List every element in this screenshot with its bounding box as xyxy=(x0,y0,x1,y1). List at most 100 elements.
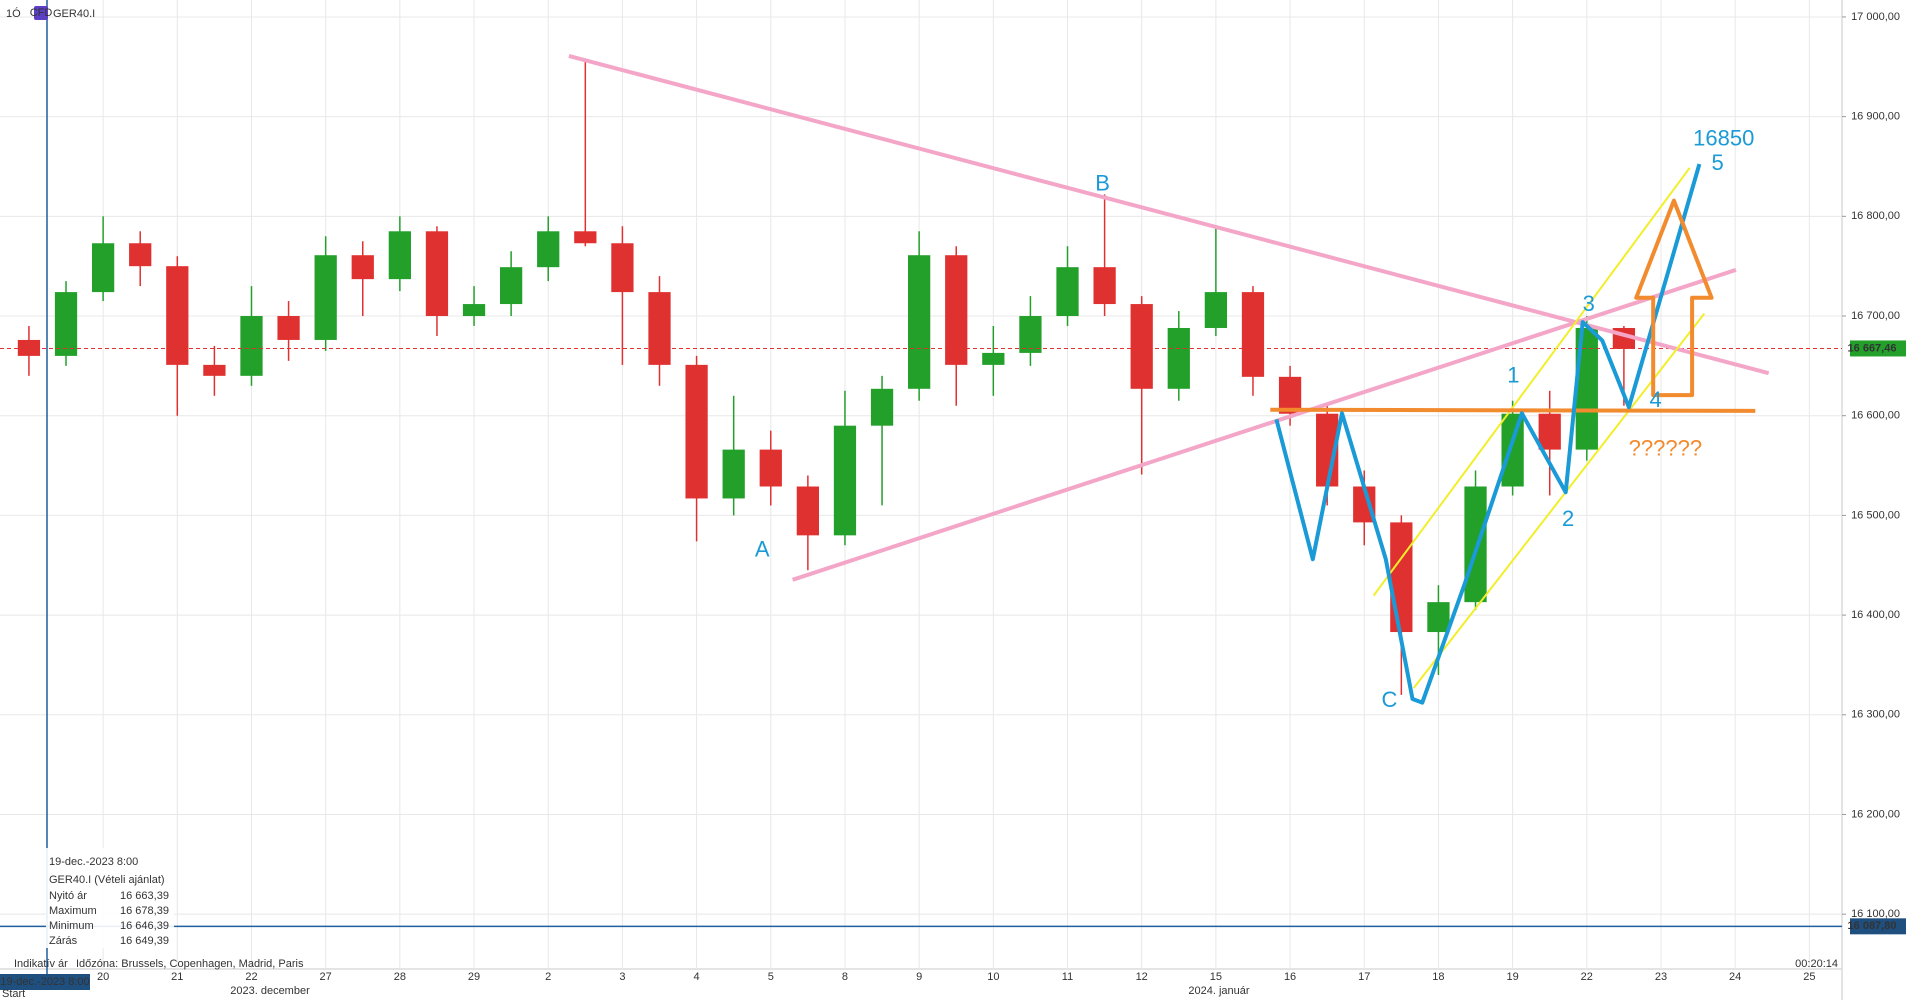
x-tick-label: 3 xyxy=(619,971,625,983)
month-label: 2024. január xyxy=(1188,985,1249,997)
y-tick-label: 16 600,00 xyxy=(1851,410,1900,422)
symbol: GER40.I xyxy=(53,8,95,20)
tooltip-row-label: Zárás xyxy=(49,935,78,947)
wave-label: 2 xyxy=(1562,506,1574,531)
candle-body xyxy=(54,292,78,356)
wave-label: 4 xyxy=(1650,387,1662,412)
candle-body xyxy=(1427,602,1450,633)
y-tick-label: 16 500,00 xyxy=(1851,509,1900,521)
candle-body xyxy=(648,292,671,365)
candle-body xyxy=(796,486,819,536)
x-tick-label: 17 xyxy=(1358,971,1370,983)
candle-body xyxy=(1241,292,1265,377)
tooltip-row-label: Maximum xyxy=(49,905,97,917)
candle-body xyxy=(462,304,486,317)
start-label: Start xyxy=(2,988,25,1000)
y-tick-label: 16 800,00 xyxy=(1851,210,1900,222)
trend-line xyxy=(791,267,1737,582)
x-tick-label: 25 xyxy=(1803,971,1815,983)
current-price-tag xyxy=(1850,340,1906,357)
x-tick-label: 15 xyxy=(1210,971,1222,983)
candle-body xyxy=(203,364,226,376)
candle-body xyxy=(277,316,300,340)
wave-label: 16850 xyxy=(1693,126,1754,151)
x-tick-label: 22 xyxy=(1581,971,1593,983)
cfd-badge xyxy=(34,6,48,20)
x-tick-label: 2 xyxy=(545,971,551,983)
wave-label: 1 xyxy=(1507,363,1519,388)
wave-label: 3 xyxy=(1583,291,1595,316)
candle-body xyxy=(17,339,41,356)
x-tick-label: 29 xyxy=(468,971,480,983)
candle-body xyxy=(91,243,115,293)
tooltip-row-label: Minimum xyxy=(49,920,94,932)
candle-body xyxy=(611,243,634,293)
x-tick-label: 12 xyxy=(1136,971,1148,983)
x-tick-label: 23 xyxy=(1655,971,1667,983)
candle-body xyxy=(1093,267,1116,305)
candle-body xyxy=(537,231,560,268)
target-arrow xyxy=(1634,198,1714,398)
month-label: 2023. december xyxy=(230,985,310,997)
cfd-badge-label: CFD xyxy=(30,7,53,19)
candle-body xyxy=(1464,486,1487,603)
candle-body xyxy=(1167,327,1190,389)
x-tick-label: 11 xyxy=(1062,971,1073,983)
x-tick-label: 18 xyxy=(1432,971,1444,983)
wave-label: A xyxy=(755,536,770,561)
y-tick-label: 16 400,00 xyxy=(1851,609,1900,621)
x-tick-label: 20 xyxy=(97,971,109,983)
candle-body xyxy=(759,449,782,487)
candle-body xyxy=(982,352,1005,365)
candle-body xyxy=(945,255,968,365)
timeframe: 1Ó xyxy=(6,7,21,20)
current-price-label: 16 667,46 xyxy=(1848,342,1897,354)
y-tick-label: 16 100,00 xyxy=(1851,908,1900,920)
y-tick-label: 16 700,00 xyxy=(1851,310,1900,322)
candle-body xyxy=(388,231,411,280)
cursor-time-tag xyxy=(0,974,90,990)
candle-body xyxy=(240,316,263,376)
candle-body xyxy=(425,231,449,317)
plot-area xyxy=(0,0,1842,969)
candle-body xyxy=(685,364,708,499)
candle-body xyxy=(1278,376,1302,414)
x-tick-label: 5 xyxy=(768,971,774,983)
x-tick-label: 9 xyxy=(916,971,922,983)
tooltip-box xyxy=(46,848,174,948)
tooltip-instrument: GER40.I (Vételi ajánlat) xyxy=(49,874,165,886)
neckline xyxy=(1270,407,1756,413)
wave-label: ?????? xyxy=(1629,436,1702,461)
y-tick-label: 17 000,00 xyxy=(1851,11,1900,23)
x-tick-label: 24 xyxy=(1729,971,1741,983)
cursor-time: 19-dec.-2023 8:00 xyxy=(0,976,89,988)
candle-body xyxy=(574,231,597,244)
candle-body xyxy=(1353,486,1376,523)
candle-body xyxy=(908,255,931,389)
y-tick-label: 16 300,00 xyxy=(1851,709,1900,721)
tooltip-row-label: Nyitó ár xyxy=(49,890,87,902)
price-type: Indikatív ár xyxy=(14,958,68,970)
x-tick-label: 4 xyxy=(694,971,700,983)
x-tick-label: 28 xyxy=(394,971,406,983)
candle-body xyxy=(1538,413,1561,450)
tooltip-time: 19-dec.-2023 8:00 xyxy=(49,856,138,868)
tooltip-row-value: 16 646,39 xyxy=(120,920,169,932)
wave-label: 5 xyxy=(1712,150,1724,175)
candle-body xyxy=(166,266,189,365)
low-price-tag xyxy=(1850,918,1906,935)
wave-path xyxy=(1274,163,1702,705)
price-axis-panel xyxy=(1842,0,1906,1000)
candle-body xyxy=(722,449,745,499)
candle-body xyxy=(1204,292,1228,328)
tooltip-row-value: 16 663,39 xyxy=(120,890,169,902)
candle-body xyxy=(351,255,374,280)
wave-label: B xyxy=(1095,171,1110,196)
candle-body xyxy=(500,267,523,305)
tooltip-row-value: 16 678,39 xyxy=(120,905,169,917)
candle-body xyxy=(129,243,152,267)
x-tick-label: 19 xyxy=(1506,971,1518,983)
candle-body xyxy=(1501,413,1524,487)
candle-body xyxy=(1575,327,1598,450)
